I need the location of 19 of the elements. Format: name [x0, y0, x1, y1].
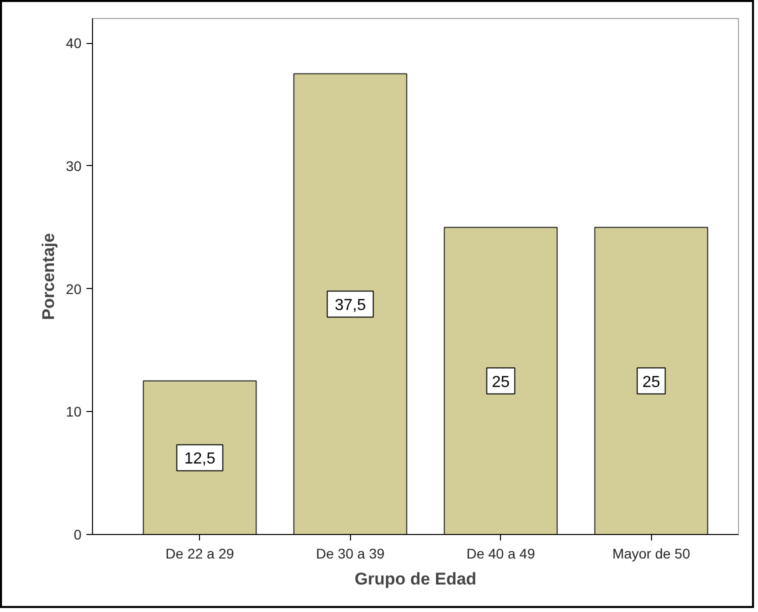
x-axis-title: Grupo de Edad: [354, 570, 476, 588]
data-label: 37,5: [334, 297, 366, 314]
y-axis-title: Porcentaje: [38, 233, 58, 320]
bar: [594, 226, 708, 534]
y-tick-label: 10: [66, 404, 82, 420]
bar: [293, 73, 408, 534]
x-tick-label: De 40 a 49: [466, 546, 536, 562]
bar: [444, 226, 558, 534]
x-tick-label: De 30 a 39: [316, 546, 385, 562]
y-tick-label: 40: [66, 35, 82, 52]
x-tick-label: De 22 a 29: [166, 546, 234, 562]
x-tick-label: Mayor de 50: [612, 546, 690, 562]
y-tick-label: 30: [66, 158, 82, 174]
bar: [142, 380, 257, 534]
y-tick-label: 0: [74, 526, 82, 542]
data-label: 25: [492, 374, 510, 391]
data-label: 25: [642, 374, 660, 391]
y-tick-label: 20: [66, 280, 82, 297]
data-label: 12,5: [184, 450, 216, 468]
